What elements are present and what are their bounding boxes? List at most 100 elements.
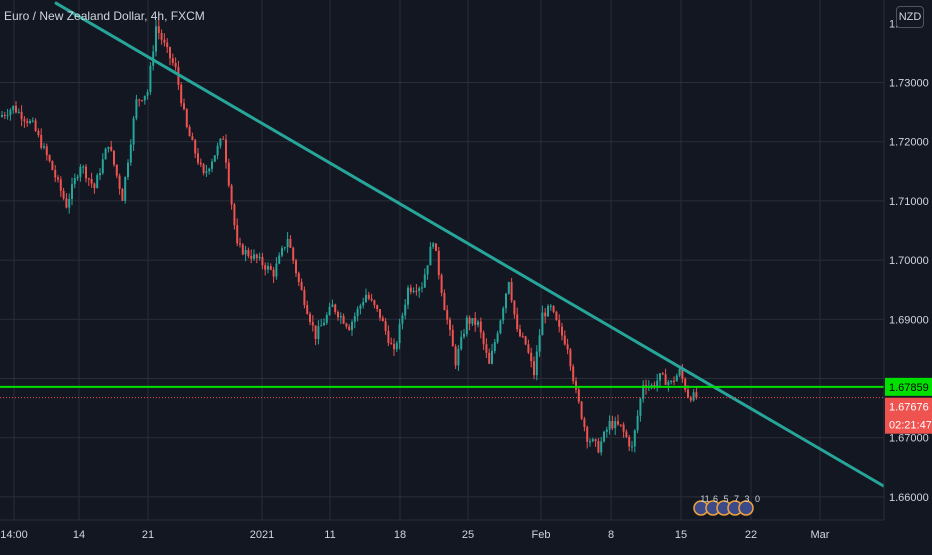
candle [236, 218, 239, 247]
candle [611, 415, 614, 431]
candle-body [194, 140, 197, 154]
candle-body [675, 375, 678, 382]
countdown-label: 02:21:47 [889, 420, 932, 432]
candle-body [278, 255, 281, 264]
candle-body [160, 33, 163, 40]
event-count-label: 3 [744, 494, 749, 504]
time-axis-bg [0, 520, 932, 550]
candle-body [527, 344, 530, 353]
candle-body [73, 178, 76, 185]
candle [65, 193, 68, 209]
candle-body [269, 266, 272, 270]
candle-body [535, 351, 538, 376]
candle [426, 265, 429, 280]
candle [90, 172, 93, 188]
candle-body [681, 368, 684, 379]
price-axis[interactable]: 1.73000 1.72000 1.71000 1.70000 1.69000 1.670… [883, 0, 932, 550]
candle [656, 373, 659, 392]
candle [12, 105, 15, 114]
candle-body [138, 99, 141, 101]
candle-body [311, 322, 314, 326]
candle-body [580, 401, 583, 419]
candle [608, 415, 611, 435]
candle-body [101, 159, 104, 174]
candle [524, 335, 527, 346]
candle-body [418, 288, 421, 292]
candle [275, 257, 278, 280]
candle [617, 414, 619, 426]
candle-body [356, 308, 359, 317]
candle [202, 163, 205, 176]
candle [199, 158, 202, 168]
candle [283, 246, 286, 251]
candle [600, 436, 603, 456]
candle-body [272, 269, 275, 277]
candle-body [191, 136, 194, 141]
candle-body [586, 427, 589, 442]
y-tick-label: 1.71000 [889, 196, 929, 208]
candle-body [342, 316, 345, 324]
candle [418, 286, 421, 298]
candle [348, 324, 351, 331]
candle [594, 438, 597, 447]
candle-body [653, 385, 656, 387]
candle-body [199, 162, 202, 165]
candle [323, 318, 325, 326]
candle [591, 437, 594, 443]
candle-body [628, 437, 631, 447]
candle-body [85, 166, 87, 179]
candle [471, 317, 474, 326]
candle [631, 440, 633, 452]
candle-body [281, 248, 283, 256]
candle-body [314, 325, 317, 340]
candle [555, 310, 558, 321]
candle [429, 242, 432, 266]
time-axis[interactable]: 14:00 14 21 2021 11 18 25 Feb 8 15 22 Mar [0, 519, 932, 550]
currency-badge[interactable]: NZD [896, 6, 924, 28]
candle [227, 158, 230, 188]
event-markers[interactable]: 11 6 5 7 3 0 [693, 494, 760, 516]
candle-body [351, 321, 353, 331]
candle [9, 108, 12, 121]
candle [317, 320, 320, 345]
candle [29, 118, 31, 125]
candle-body [673, 380, 675, 382]
candle-body [502, 308, 505, 321]
candle-body [185, 109, 188, 128]
x-tick-label: 2021 [250, 529, 274, 541]
candle-body [26, 121, 29, 123]
candle-body [547, 306, 549, 317]
candle-body [202, 164, 205, 173]
candle [345, 322, 348, 329]
candle [82, 164, 85, 174]
candle [166, 38, 169, 53]
candle [353, 312, 356, 329]
candle [421, 282, 423, 293]
candle [535, 345, 538, 381]
candle [642, 380, 645, 403]
candle [474, 312, 477, 332]
candle-body [404, 304, 407, 316]
candle [538, 329, 541, 357]
candle-body [255, 254, 258, 259]
candle [180, 82, 183, 107]
candle-body [423, 274, 426, 288]
candle-body [639, 398, 642, 416]
candle [216, 142, 219, 160]
x-tick-label: 15 [675, 529, 687, 541]
candle-body [519, 329, 521, 337]
candle-body [591, 439, 594, 442]
candle [496, 330, 499, 344]
candle [379, 309, 381, 321]
candle-body [300, 281, 303, 290]
candle [300, 278, 303, 291]
candle-body [692, 392, 695, 401]
candle [79, 164, 82, 182]
candle [110, 140, 113, 152]
candle [443, 289, 446, 311]
x-tick-label: 8 [608, 529, 614, 541]
candle-body [583, 418, 586, 428]
candle [71, 177, 73, 206]
